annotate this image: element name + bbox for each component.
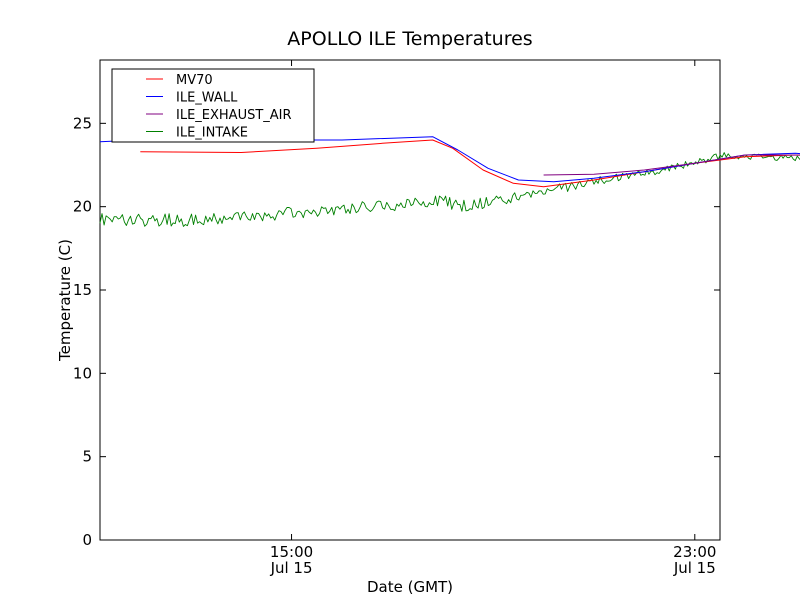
legend-label-ile-intake: ILE_INTAKE (176, 126, 248, 141)
x-axis-label: Date (GMT) (367, 578, 453, 596)
x-tick-label-time: 23:00 (673, 543, 716, 561)
series-line-ile-exhaust-air (543, 154, 800, 176)
series-layer (99, 136, 800, 227)
legend-label-mv70: MV70 (176, 73, 213, 88)
legend-box (111, 68, 315, 143)
y-tick-label: 5 (82, 448, 92, 466)
x-tick-label-date: Jul 15 (270, 559, 313, 577)
series-line-ile-intake (99, 152, 800, 227)
legend: MV70 ILE_WALL ILE_EXHAUST_AIR ILE_INTAKE (111, 68, 315, 143)
legend-label-ile-wall: ILE_WALL (176, 91, 238, 106)
y-axis-label: Temperature (C) (56, 239, 74, 362)
chart-title: APOLLO ILE Temperatures (287, 28, 532, 50)
y-tick-label: 10 (73, 364, 92, 382)
y-tick-label: 20 (73, 198, 92, 216)
y-tick-label: 0 (82, 531, 92, 549)
legend-label-ile-exhaust-air: ILE_EXHAUST_AIR (176, 108, 292, 123)
series-line-ile-wall (99, 136, 800, 183)
y-tick-label: 25 (73, 114, 92, 132)
series-line-mv70 (140, 139, 800, 188)
y-tick-label: 15 (73, 281, 92, 299)
x-tick-label-time: 15:00 (270, 543, 313, 561)
x-tick-label-date: Jul 15 (673, 559, 716, 577)
